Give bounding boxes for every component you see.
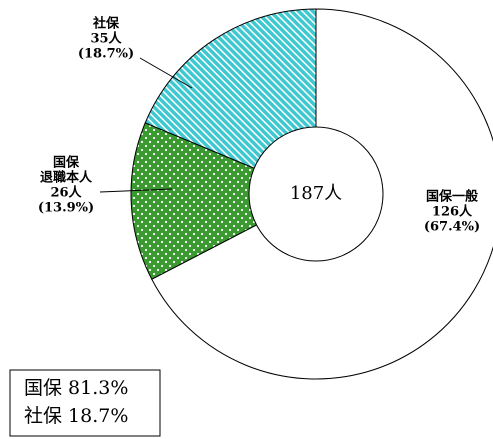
percent-label: (18.7%): [78, 47, 134, 62]
slice-label: 国保: [53, 155, 80, 171]
slice-label: 退職本人: [40, 170, 93, 186]
percent-label: (67.4%): [424, 220, 480, 235]
leader-line: [99, 188, 173, 193]
summary-line: 国保 81.3%: [24, 377, 128, 399]
slice: [130, 122, 318, 280]
slice-label: 国保一般: [426, 189, 478, 205]
slice-label: 社保: [92, 16, 120, 32]
value-label: 26人: [50, 185, 82, 201]
percent-label: (13.9%): [38, 201, 94, 216]
center-label: 187人: [290, 183, 342, 204]
value-label: 35人: [90, 31, 122, 47]
value-label: 126人: [432, 204, 473, 220]
summary-box: [9, 369, 161, 437]
donut-hole: [248, 126, 384, 262]
summary-line: 社保 18.7%: [24, 405, 128, 427]
leader-line: [139, 57, 193, 89]
